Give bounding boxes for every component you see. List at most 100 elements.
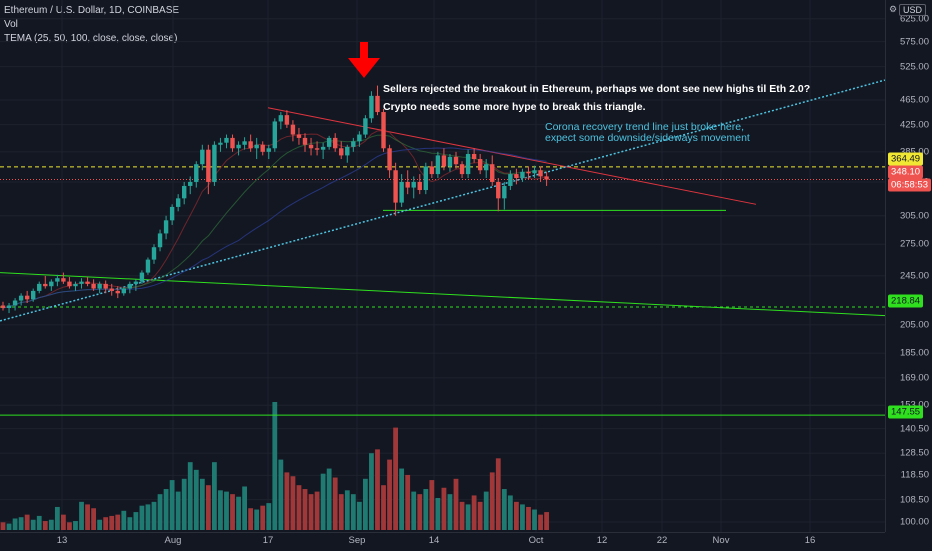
- tema-mid-line: [2, 134, 547, 309]
- volume-bar: [30, 519, 36, 530]
- currency-label[interactable]: USD: [899, 4, 927, 16]
- price-tag: 348.10: [888, 165, 924, 179]
- price-tick-label: 140.50: [899, 423, 929, 435]
- volume-bar: [36, 515, 42, 530]
- price-chart[interactable]: [0, 0, 885, 532]
- volume-bar: [453, 478, 459, 530]
- rejection-arrow-shaft: [360, 42, 368, 62]
- candle-body: [242, 141, 247, 145]
- volume-bar: [405, 474, 411, 530]
- volume-bar: [85, 504, 90, 530]
- candle-body: [514, 174, 519, 178]
- volume-bar: [532, 509, 537, 530]
- candle-body: [459, 164, 465, 175]
- volume-bar: [151, 501, 157, 530]
- annotation-sellers: Sellers rejected the breakout in Ethereu…: [383, 83, 811, 95]
- time-tick-label: 14: [428, 535, 440, 546]
- tema-legend: TEMA (25, 50, 100, close, close, close): [4, 33, 178, 44]
- price-tick-label: 118.50: [900, 469, 929, 481]
- volume-bar: [260, 505, 266, 530]
- time-tick-label: Aug: [164, 535, 182, 546]
- candle-body: [103, 283, 108, 289]
- volume-bar: [230, 494, 235, 530]
- volume-bar: [212, 462, 217, 530]
- price-scale[interactable]: 625.00575.00525.00465.00425.00385.00345.…: [885, 0, 932, 532]
- corona-trendline: [0, 79, 885, 322]
- candle-body: [254, 144, 259, 149]
- candle-body: [230, 137, 235, 149]
- candle-body: [109, 288, 114, 291]
- candle-body: [429, 166, 435, 175]
- candle-body: [544, 176, 549, 180]
- volume-bar: [48, 519, 54, 530]
- candle-body: [393, 170, 398, 203]
- candle-body: [477, 159, 483, 171]
- candle-body: [496, 181, 501, 199]
- candle-body: [79, 281, 84, 284]
- volume-bar: [375, 449, 380, 530]
- candle-body: [260, 144, 265, 152]
- candle-body: [538, 170, 543, 177]
- volume-bar: [381, 485, 386, 530]
- annotation-corona-line1: Corona recovery trend line just broke he…: [545, 121, 745, 133]
- price-tick-label: 108.50: [899, 494, 929, 506]
- volume-bar: [115, 514, 121, 530]
- candle-body: [127, 283, 133, 289]
- volume-bar: [363, 478, 368, 530]
- volume-bar: [320, 473, 326, 530]
- volume-bar: [435, 498, 441, 530]
- volume-bar: [423, 489, 429, 530]
- price-tick-label: 245.00: [899, 270, 929, 282]
- candle-body: [85, 281, 90, 284]
- volume-bar: [369, 453, 374, 530]
- volume-bar: [157, 494, 163, 530]
- time-tick-label: 17: [262, 535, 274, 546]
- candle-body: [266, 148, 271, 152]
- candle-body: [182, 185, 187, 199]
- candle-body: [290, 124, 296, 135]
- volume-bar: [224, 491, 229, 530]
- volume-bar: [61, 514, 66, 530]
- candle-body: [24, 295, 30, 300]
- settings-icon[interactable]: ⚙: [889, 4, 898, 14]
- volume-bar: [417, 494, 423, 530]
- volume-bar: [187, 462, 193, 530]
- annotation-hype: Crypto needs some more hype to break thi…: [383, 101, 646, 113]
- candle-body: [314, 148, 320, 150]
- time-scale[interactable]: 13 Aug 17 Sep 14 Oct 12 22 Nov 16: [0, 532, 885, 551]
- candle-body: [375, 95, 380, 113]
- candle-body: [441, 155, 447, 167]
- volume-bar: [441, 487, 447, 530]
- volume-bar: [471, 495, 477, 530]
- volume-bar: [411, 491, 417, 530]
- candle-body: [308, 144, 314, 149]
- volume-bar: [272, 402, 278, 530]
- price-tag: 218.84: [888, 294, 924, 308]
- price-tick-label: 275.00: [899, 238, 929, 250]
- candle-body: [320, 146, 326, 150]
- volume-bar: [296, 485, 302, 530]
- candle-body: [272, 121, 277, 149]
- price-tick-label: 625.00: [899, 13, 929, 25]
- candle-body: [37, 283, 42, 291]
- annotation-corona-line2: expect some downside/sideways movement: [545, 132, 750, 144]
- volume-bar: [109, 515, 115, 530]
- volume-bar: [465, 504, 471, 530]
- candle-body: [67, 281, 72, 287]
- candle-body: [484, 164, 489, 171]
- candle-body: [465, 153, 471, 175]
- candle-body: [200, 149, 205, 165]
- volume-bar: [193, 469, 199, 530]
- candle-body: [175, 198, 181, 207]
- candle-body: [435, 155, 441, 175]
- candle-body: [0, 305, 6, 308]
- volume-legend: Vol: [4, 19, 18, 30]
- price-tick-label: 525.00: [899, 61, 929, 73]
- volume-bar: [103, 517, 109, 530]
- candle-body: [206, 149, 211, 182]
- candle-body: [133, 281, 139, 284]
- volume-bar: [495, 458, 501, 530]
- candle-body: [43, 283, 48, 287]
- candle-body: [121, 288, 126, 294]
- volume-bar: [350, 494, 356, 530]
